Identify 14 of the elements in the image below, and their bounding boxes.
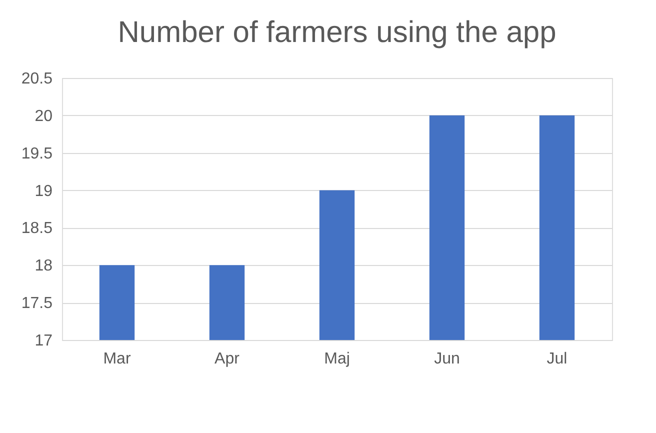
x-tick-label: Mar [103,350,132,368]
y-tick-label: 18.5 [21,220,53,238]
y-tick-label: 20 [34,108,53,125]
y-tick-label: 19 [34,182,53,200]
y-tick-label: 19.5 [21,145,53,162]
y-tick-label: 17 [34,332,53,350]
y-tick-label: 17.5 [21,295,53,312]
y-tick-label: 18 [34,258,53,275]
y-tick-label: 20.5 [21,70,53,88]
x-tick-label: Apr [214,350,240,368]
x-tick-label: Jul [546,350,568,368]
x-tick-label: Jun [434,350,460,368]
x-tick-label: Maj [324,350,350,368]
chart-title: Number of farmers using the app [118,16,556,49]
